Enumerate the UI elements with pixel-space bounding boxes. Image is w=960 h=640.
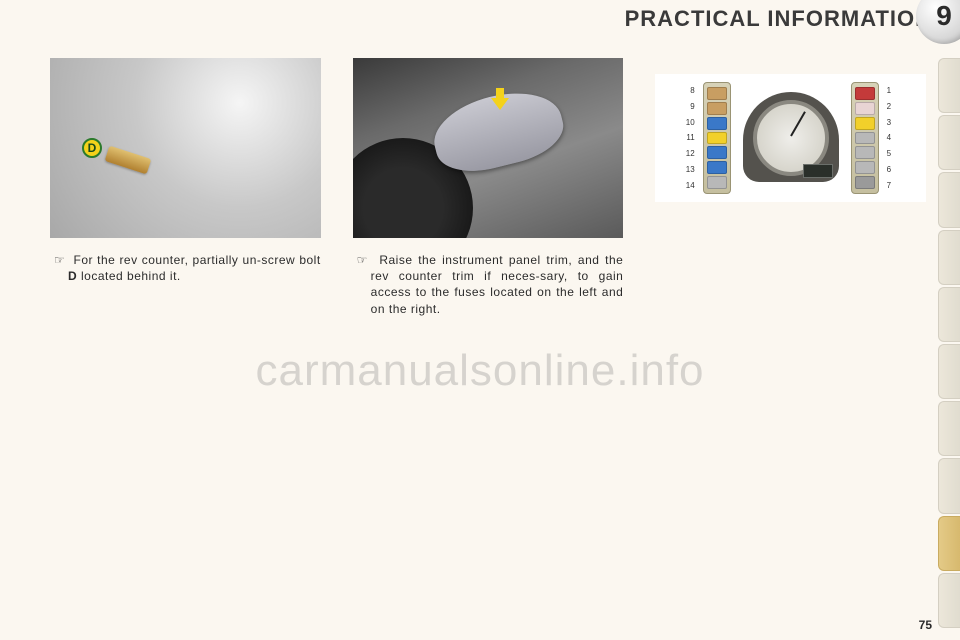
- caption-text-after: located behind it.: [77, 269, 181, 283]
- caption-bold: D: [68, 269, 77, 283]
- side-tab[interactable]: [938, 458, 960, 513]
- fuse-slot: [707, 117, 727, 130]
- fuse-numbers-left: 8 9 10 11 12 13 14: [683, 82, 697, 194]
- figure-rev-counter-bolt: D: [50, 58, 321, 238]
- marker-d-badge: D: [82, 138, 102, 158]
- fuse-numbers-right: 1 2 3 4 5 6 7: [885, 82, 899, 194]
- figure-fuse-diagram: 8 9 10 11 12 13 14: [655, 74, 926, 202]
- fuse-slot: [707, 176, 727, 189]
- page-header: PRACTICAL INFORMATION 9: [0, 0, 960, 38]
- caption-bullet-icon: ☞: [54, 253, 65, 267]
- side-tab[interactable]: [938, 287, 960, 342]
- fuse-num: 6: [887, 165, 899, 174]
- fuse-box-right: [851, 82, 879, 194]
- fuse-slot: [855, 102, 875, 115]
- fuse-num: 11: [683, 133, 695, 142]
- content-area: D ☞ For the rev counter, partially un-sc…: [50, 58, 926, 610]
- fuse-diagram-wrap: 8 9 10 11 12 13 14: [655, 74, 926, 202]
- fuse-slot: [707, 132, 727, 145]
- side-tab-active[interactable]: [938, 516, 960, 571]
- speedometer-icon: [737, 90, 845, 186]
- side-tab[interactable]: [938, 230, 960, 285]
- side-tab-strip: [938, 58, 960, 630]
- fuse-num: 5: [887, 149, 899, 158]
- fuse-slot: [707, 87, 727, 100]
- fuse-num: 4: [887, 133, 899, 142]
- arrow-down-icon: [491, 88, 509, 110]
- fuse-num: 2: [887, 102, 899, 111]
- caption-col2: ☞ Raise the instrument panel trim, and t…: [353, 252, 624, 317]
- column-3: 8 9 10 11 12 13 14: [655, 58, 926, 610]
- side-tab[interactable]: [938, 172, 960, 227]
- page-number: 75: [919, 618, 932, 632]
- fuse-num: 12: [683, 149, 695, 158]
- fuse-box-left: [703, 82, 731, 194]
- fuse-num: 8: [683, 86, 695, 95]
- fuse-num: 13: [683, 165, 695, 174]
- fuse-slot: [855, 176, 875, 189]
- fuse-num: 10: [683, 118, 695, 127]
- column-2: ☞ Raise the instrument panel trim, and t…: [353, 58, 624, 610]
- fuse-slot: [855, 117, 875, 130]
- fuse-slot: [855, 161, 875, 174]
- side-tab[interactable]: [938, 573, 960, 628]
- caption-col1: ☞ For the rev counter, partially un-scre…: [50, 252, 321, 284]
- side-tab[interactable]: [938, 344, 960, 399]
- chapter-number-badge: 9: [916, 0, 960, 44]
- caption-bullet-icon: ☞: [357, 253, 368, 267]
- fuse-num: 1: [887, 86, 899, 95]
- gauge-lcd: [803, 164, 833, 178]
- fuse-slot: [855, 132, 875, 145]
- fuse-slot: [855, 146, 875, 159]
- side-tab[interactable]: [938, 115, 960, 170]
- fuse-slot: [707, 146, 727, 159]
- column-1: D ☞ For the rev counter, partially un-sc…: [50, 58, 321, 610]
- side-tab[interactable]: [938, 401, 960, 456]
- caption-text-before: For the rev counter, partially un-screw …: [74, 253, 321, 267]
- figure-panel-raise: [353, 58, 624, 238]
- header-title: PRACTICAL INFORMATION: [0, 6, 960, 32]
- caption-text: Raise the instrument panel trim, and the…: [371, 253, 624, 316]
- fuse-num: 14: [683, 181, 695, 190]
- fuse-slot: [855, 87, 875, 100]
- fuse-num: 7: [887, 181, 899, 190]
- fuse-slot: [707, 102, 727, 115]
- side-tab[interactable]: [938, 58, 960, 113]
- fuse-num: 3: [887, 118, 899, 127]
- fuse-slot: [707, 161, 727, 174]
- fuse-num: 9: [683, 102, 695, 111]
